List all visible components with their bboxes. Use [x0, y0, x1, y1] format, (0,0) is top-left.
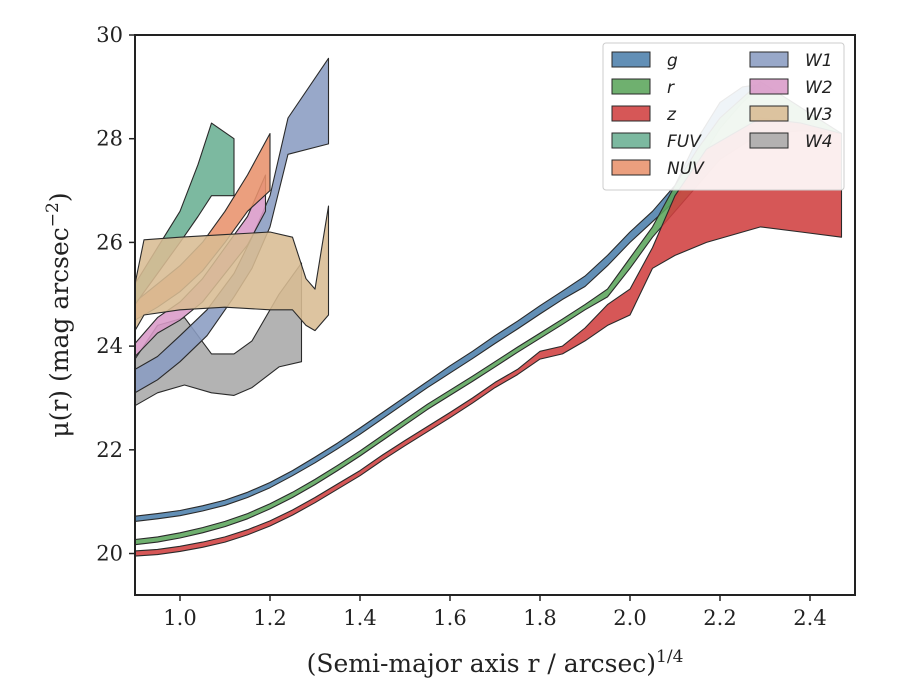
x-axis: 1.0 1.2 1.4 1.6 1.8 2.0 2.2 2.4	[163, 595, 827, 630]
legend-swatch-fuv	[611, 132, 651, 149]
legend-label-w4: W4	[805, 132, 833, 152]
legend-swatch-nuv	[611, 159, 651, 176]
legend-swatch-r	[611, 78, 651, 95]
legend-label-nuv: NUV	[667, 159, 705, 179]
y-axis-label-text: μ(r) (mag arcsec	[45, 227, 74, 437]
legend-swatch-w4	[749, 132, 789, 149]
y-axis-label: μ(r) (mag arcsec−2)	[43, 192, 74, 437]
x-axis-label-exponent: 1/4	[656, 647, 683, 667]
x-tick-label: 1.8	[523, 606, 556, 630]
legend-label-z: z	[666, 105, 677, 125]
x-tick-label: 2.4	[793, 606, 826, 630]
y-tick-label: 24	[96, 334, 123, 358]
legend-label-w2: W2	[805, 78, 833, 98]
band-w1	[135, 57, 330, 394]
x-tick-label: 2.0	[613, 606, 646, 630]
legend-swatch-w2	[749, 78, 789, 95]
y-tick-label: 22	[96, 438, 123, 462]
y-axis: 20 22 24 26 28 30	[96, 23, 135, 566]
legend-label-w3: W3	[805, 105, 833, 125]
x-axis-label-text: (Semi-major axis r / arcsec)	[307, 649, 656, 678]
legend-label-r: r	[667, 78, 675, 98]
legend-swatch-g	[611, 51, 651, 68]
x-axis-label: (Semi-major axis r / arcsec)1/4	[307, 647, 684, 678]
legend-label-g: g	[667, 51, 678, 71]
x-tick-label: 1.4	[343, 606, 376, 630]
y-tick-label: 26	[96, 230, 123, 254]
band-w3	[135, 205, 330, 332]
legend: grz FUV NUV W1 W2 W3 W4	[602, 42, 845, 191]
y-tick-label: 30	[96, 23, 123, 47]
x-tick-label: 1.2	[253, 606, 286, 630]
y-tick-label: 28	[96, 127, 123, 151]
legend-swatch-w3	[749, 105, 789, 122]
plot-frame	[134, 34, 856, 596]
legend-label-w1: W1	[805, 51, 833, 71]
x-tick-label: 1.6	[433, 606, 466, 630]
x-tick-label: 2.2	[703, 606, 736, 630]
legend-swatch-w1	[749, 51, 789, 68]
y-axis-label-exponent: −2	[43, 202, 63, 227]
legend-swatch-z	[611, 105, 651, 122]
y-tick-label: 20	[96, 542, 123, 566]
y-axis-label-tail: )	[45, 192, 74, 202]
legend-label-fuv: FUV	[667, 132, 702, 152]
x-tick-label: 1.0	[163, 606, 196, 630]
